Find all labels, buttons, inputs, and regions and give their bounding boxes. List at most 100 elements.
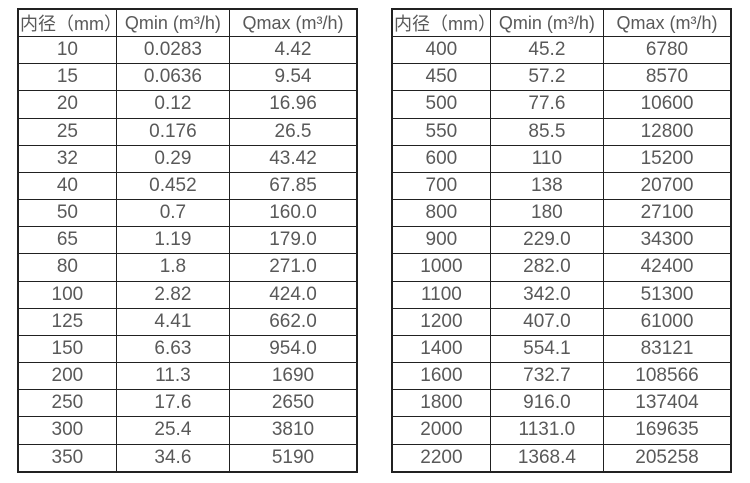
table-row: 150 6.63 954.0 [17,334,358,364]
cell-diameter: 150 [17,334,117,364]
cell-qmax: 424.0 [229,280,358,309]
cell-qmin: 57.2 [489,63,605,92]
cell-qmin: 554.1 [489,334,605,364]
cell-qmin: 0.7 [115,199,231,228]
cell-qmin: 407.0 [489,307,605,336]
cell-qmin: 342.0 [489,280,605,309]
cell-diameter: 700 [391,171,491,201]
table-row: 800 180 27100 [391,199,732,228]
table-row: 300 25.4 3810 [17,416,358,445]
cell-diameter: 1800 [391,389,491,418]
cell-qmin: 229.0 [489,226,605,255]
header-diameter: 内径（mm） [17,8,117,37]
cell-qmax: 15200 [603,144,732,173]
header-qmin: Qmin (m³/h) [115,8,231,37]
cell-qmax: 4.42 [229,35,358,65]
cell-qmin: 17.6 [115,389,231,418]
table-row: 32 0.29 43.42 [17,144,358,173]
cell-qmin: 6.63 [115,334,231,364]
cell-qmax: 662.0 [229,307,358,336]
cell-qmin: 916.0 [489,389,605,418]
header-qmax: Qmax (m³/h) [603,8,732,37]
cell-diameter: 25 [17,117,117,146]
cell-qmax: 12800 [603,117,732,146]
cell-qmin: 180 [489,199,605,228]
cell-qmin: 0.29 [115,144,231,173]
header-row: 内径（mm） Qmin (m³/h) Qmax (m³/h) [391,8,732,37]
cell-qmin: 282.0 [489,253,605,282]
cell-qmax: 8570 [603,63,732,92]
cell-qmax: 205258 [603,443,732,473]
table-row: 65 1.19 179.0 [17,226,358,255]
cell-qmin: 11.3 [115,362,231,391]
cell-qmax: 1690 [229,362,358,391]
cell-qmin: 0.0636 [115,63,231,92]
table-row: 700 138 20700 [391,171,732,201]
cell-qmax: 83121 [603,334,732,364]
cell-diameter: 1400 [391,334,491,364]
cell-diameter: 40 [17,171,117,201]
table-row: 20 0.12 16.96 [17,90,358,119]
table-body: 400 45.2 6780 450 57.2 8570 500 77.6 10600 550 85.… [391,35,732,473]
table-row: 2200 1368.4 205258 [391,443,732,473]
cell-diameter: 65 [17,226,117,255]
table-row: 2000 1131.0 169635 [391,416,732,445]
flow-table-large-diameters: 内径（mm） Qmin (m³/h) Qmax (m³/h) 400 45.2 67… [391,8,732,473]
cell-qmax: 43.42 [229,144,358,173]
cell-diameter: 20 [17,90,117,119]
cell-qmin: 77.6 [489,90,605,119]
cell-diameter: 900 [391,226,491,255]
cell-qmax: 10600 [603,90,732,119]
cell-qmax: 5190 [229,443,358,473]
table-row: 200 11.3 1690 [17,362,358,391]
cell-diameter: 550 [391,117,491,146]
flow-table-small-diameters: 内径（mm） Qmin (m³/h) Qmax (m³/h) 10 0.0283 4… [17,8,358,473]
cell-qmax: 179.0 [229,226,358,255]
cell-qmax: 16.96 [229,90,358,119]
cell-diameter: 80 [17,253,117,282]
table-row: 1400 554.1 83121 [391,334,732,364]
cell-diameter: 2200 [391,443,491,473]
cell-diameter: 350 [17,443,117,473]
cell-qmax: 6780 [603,35,732,65]
cell-qmin: 1.19 [115,226,231,255]
header-diameter: 内径（mm） [391,8,491,37]
cell-diameter: 1600 [391,362,491,391]
table-row: 1800 916.0 137404 [391,389,732,418]
cell-diameter: 500 [391,90,491,119]
cell-qmin: 85.5 [489,117,605,146]
table-row: 15 0.0636 9.54 [17,63,358,92]
table-row: 10 0.0283 4.42 [17,35,358,65]
cell-qmax: 3810 [229,416,358,445]
cell-qmin: 732.7 [489,362,605,391]
cell-qmin: 110 [489,144,605,173]
cell-qmax: 51300 [603,280,732,309]
cell-qmax: 42400 [603,253,732,282]
table-row: 550 85.5 12800 [391,117,732,146]
table-row: 25 0.176 26.5 [17,117,358,146]
cell-diameter: 1100 [391,280,491,309]
cell-diameter: 15 [17,63,117,92]
cell-qmax: 271.0 [229,253,358,282]
table-row: 250 17.6 2650 [17,389,358,418]
cell-qmin: 1131.0 [489,416,605,445]
table-header: 内径（mm） Qmin (m³/h) Qmax (m³/h) [391,8,732,37]
cell-qmin: 1.8 [115,253,231,282]
cell-diameter: 600 [391,144,491,173]
cell-qmin: 2.82 [115,280,231,309]
cell-qmin: 138 [489,171,605,201]
cell-diameter: 450 [391,63,491,92]
cell-qmax: 61000 [603,307,732,336]
cell-qmax: 26.5 [229,117,358,146]
table-row: 1100 342.0 51300 [391,280,732,309]
cell-qmin: 1368.4 [489,443,605,473]
cell-diameter: 800 [391,199,491,228]
cell-diameter: 50 [17,199,117,228]
cell-diameter: 125 [17,307,117,336]
table-header: 内径（mm） Qmin (m³/h) Qmax (m³/h) [17,8,358,37]
table-row: 50 0.7 160.0 [17,199,358,228]
cell-qmax: 169635 [603,416,732,445]
table-row: 350 34.6 5190 [17,443,358,473]
cell-qmax: 954.0 [229,334,358,364]
table-row: 125 4.41 662.0 [17,307,358,336]
